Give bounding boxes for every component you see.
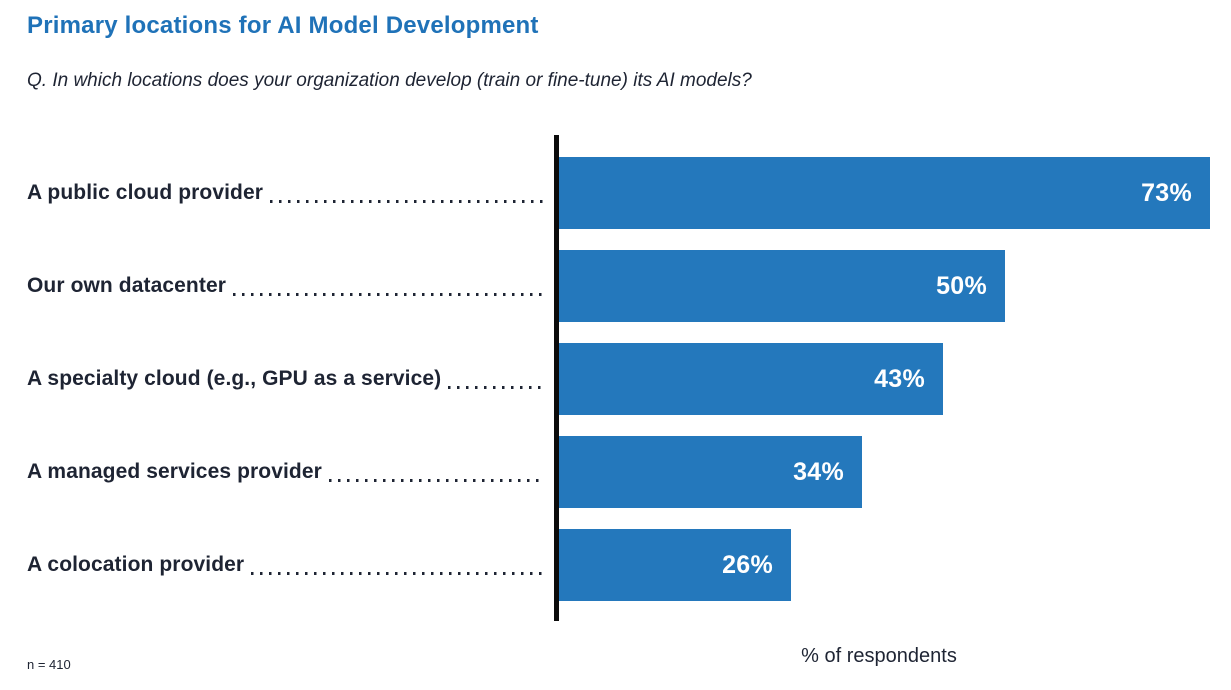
dot-leader — [270, 199, 544, 203]
y-axis-line — [554, 135, 559, 621]
bar-value-label: 43% — [874, 364, 925, 393]
category-label-cell: A colocation provider — [27, 553, 546, 577]
dot-leader — [448, 385, 544, 389]
chart-subtitle: Q. In which locations does your organiza… — [27, 70, 752, 91]
category-label: A public cloud provider — [27, 181, 264, 204]
x-axis-label: % of respondents — [801, 645, 957, 667]
sample-size-note: n = 410 — [27, 657, 71, 672]
bar-row: A managed services provider 34% — [27, 436, 1217, 508]
bar-chart: A public cloud provider 73% Our own data… — [27, 135, 1217, 622]
bar: 26% — [559, 529, 791, 601]
bar-value-label: 34% — [793, 457, 844, 486]
bar-value-label: 50% — [936, 271, 987, 300]
category-label: A specialty cloud (e.g., GPU as a servic… — [27, 367, 442, 390]
category-label: Our own datacenter — [27, 274, 227, 297]
dot-leader — [328, 478, 544, 482]
category-label-cell: Our own datacenter — [27, 274, 546, 298]
category-label-cell: A specialty cloud (e.g., GPU as a servic… — [27, 367, 546, 391]
bar-rows: A public cloud provider 73% Our own data… — [27, 135, 1217, 601]
category-label-cell: A managed services provider — [27, 460, 546, 484]
bar-row: A public cloud provider 73% — [27, 157, 1217, 229]
category-label: A colocation provider — [27, 553, 245, 576]
bar-value-label: 73% — [1141, 178, 1192, 207]
bar-value-label: 26% — [722, 550, 773, 579]
category-label-cell: A public cloud provider — [27, 181, 546, 205]
category-label: A managed services provider — [27, 460, 322, 483]
dot-leader — [251, 571, 544, 575]
bar: 50% — [559, 250, 1005, 322]
bar-row: A specialty cloud (e.g., GPU as a servic… — [27, 343, 1217, 415]
bar-row: A colocation provider 26% — [27, 529, 1217, 601]
chart-title: Primary locations for AI Model Developme… — [27, 12, 539, 39]
dot-leader — [233, 292, 544, 296]
bar-row: Our own datacenter 50% — [27, 250, 1217, 322]
bar: 34% — [559, 436, 862, 508]
bar: 43% — [559, 343, 943, 415]
bar: 73% — [559, 157, 1210, 229]
